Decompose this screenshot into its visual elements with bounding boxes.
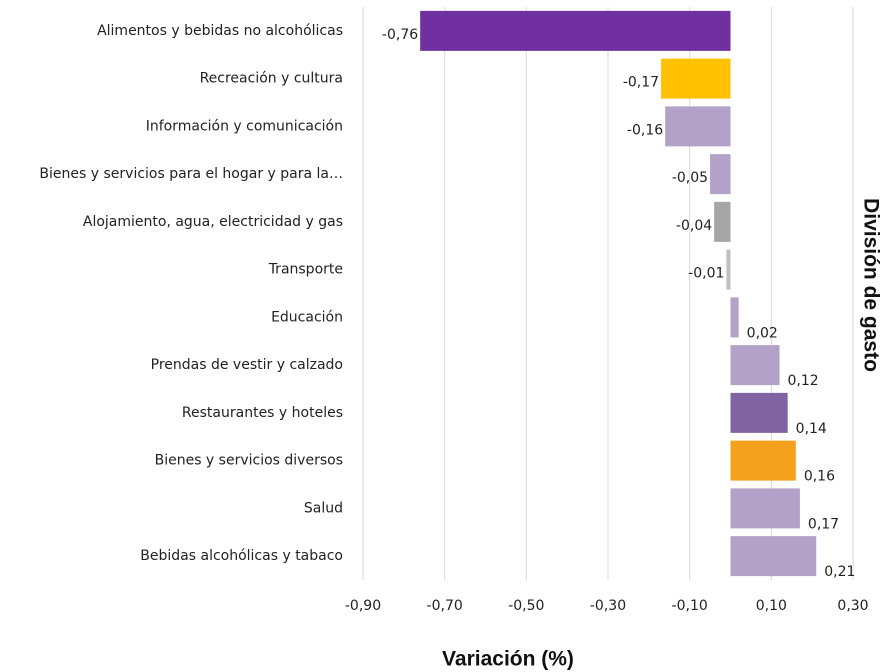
bar <box>730 536 817 577</box>
x-tick-label: 0,10 <box>756 598 787 614</box>
y-tick-label: Transporte <box>268 262 343 278</box>
y-tick-label: Bienes y servicios diversos <box>155 453 343 469</box>
data-label: 0,16 <box>804 469 835 485</box>
y-tick-label: Alimentos y bebidas no alcohólicas <box>97 23 343 39</box>
data-label: -0,04 <box>676 218 712 234</box>
y-tick-label: Información y comunicación <box>146 118 343 134</box>
x-tick-label: -0,30 <box>590 598 626 614</box>
data-label: 0,21 <box>824 564 855 580</box>
bar <box>730 297 739 338</box>
x-tick-label: -0,70 <box>427 598 463 614</box>
data-label: -0,05 <box>672 170 708 186</box>
bar <box>665 106 731 147</box>
y-axis-title: División de gasto <box>859 198 882 372</box>
bar <box>730 440 796 481</box>
bar <box>730 345 780 386</box>
data-label: 0,12 <box>788 373 819 389</box>
bar <box>730 392 788 433</box>
y-tick-label: Bebidas alcohólicas y tabaco <box>140 548 343 564</box>
x-tick-label: -0,50 <box>508 598 544 614</box>
x-tick-label: -0,10 <box>672 598 708 614</box>
bar <box>710 154 731 195</box>
data-label: -0,16 <box>627 122 663 138</box>
x-tick-label: -0,90 <box>345 598 381 614</box>
y-tick-label: Restaurantes y hoteles <box>182 405 343 421</box>
y-tick-label: Educación <box>271 309 343 325</box>
y-tick-label: Recreación y cultura <box>200 71 343 87</box>
bar <box>714 201 731 242</box>
data-label: 0,17 <box>808 516 839 532</box>
data-label: -0,01 <box>688 266 724 282</box>
bar <box>420 10 731 51</box>
y-tick-label: Alojamiento, agua, electricidad y gas <box>83 214 343 230</box>
data-label: -0,76 <box>382 27 418 43</box>
data-label: -0,17 <box>623 75 659 91</box>
y-tick-label: Prendas de vestir y calzado <box>151 357 343 373</box>
bar <box>726 249 731 290</box>
data-label: 0,02 <box>747 325 778 341</box>
x-axis-title: Variación (%) <box>442 648 574 671</box>
bar <box>661 58 731 99</box>
data-label: 0,14 <box>796 421 827 437</box>
bar <box>730 488 800 529</box>
y-tick-label: Salud <box>304 500 343 516</box>
y-tick-label: Bienes y servicios para el hogar y para … <box>39 166 343 182</box>
x-tick-label: 0,30 <box>837 598 868 614</box>
